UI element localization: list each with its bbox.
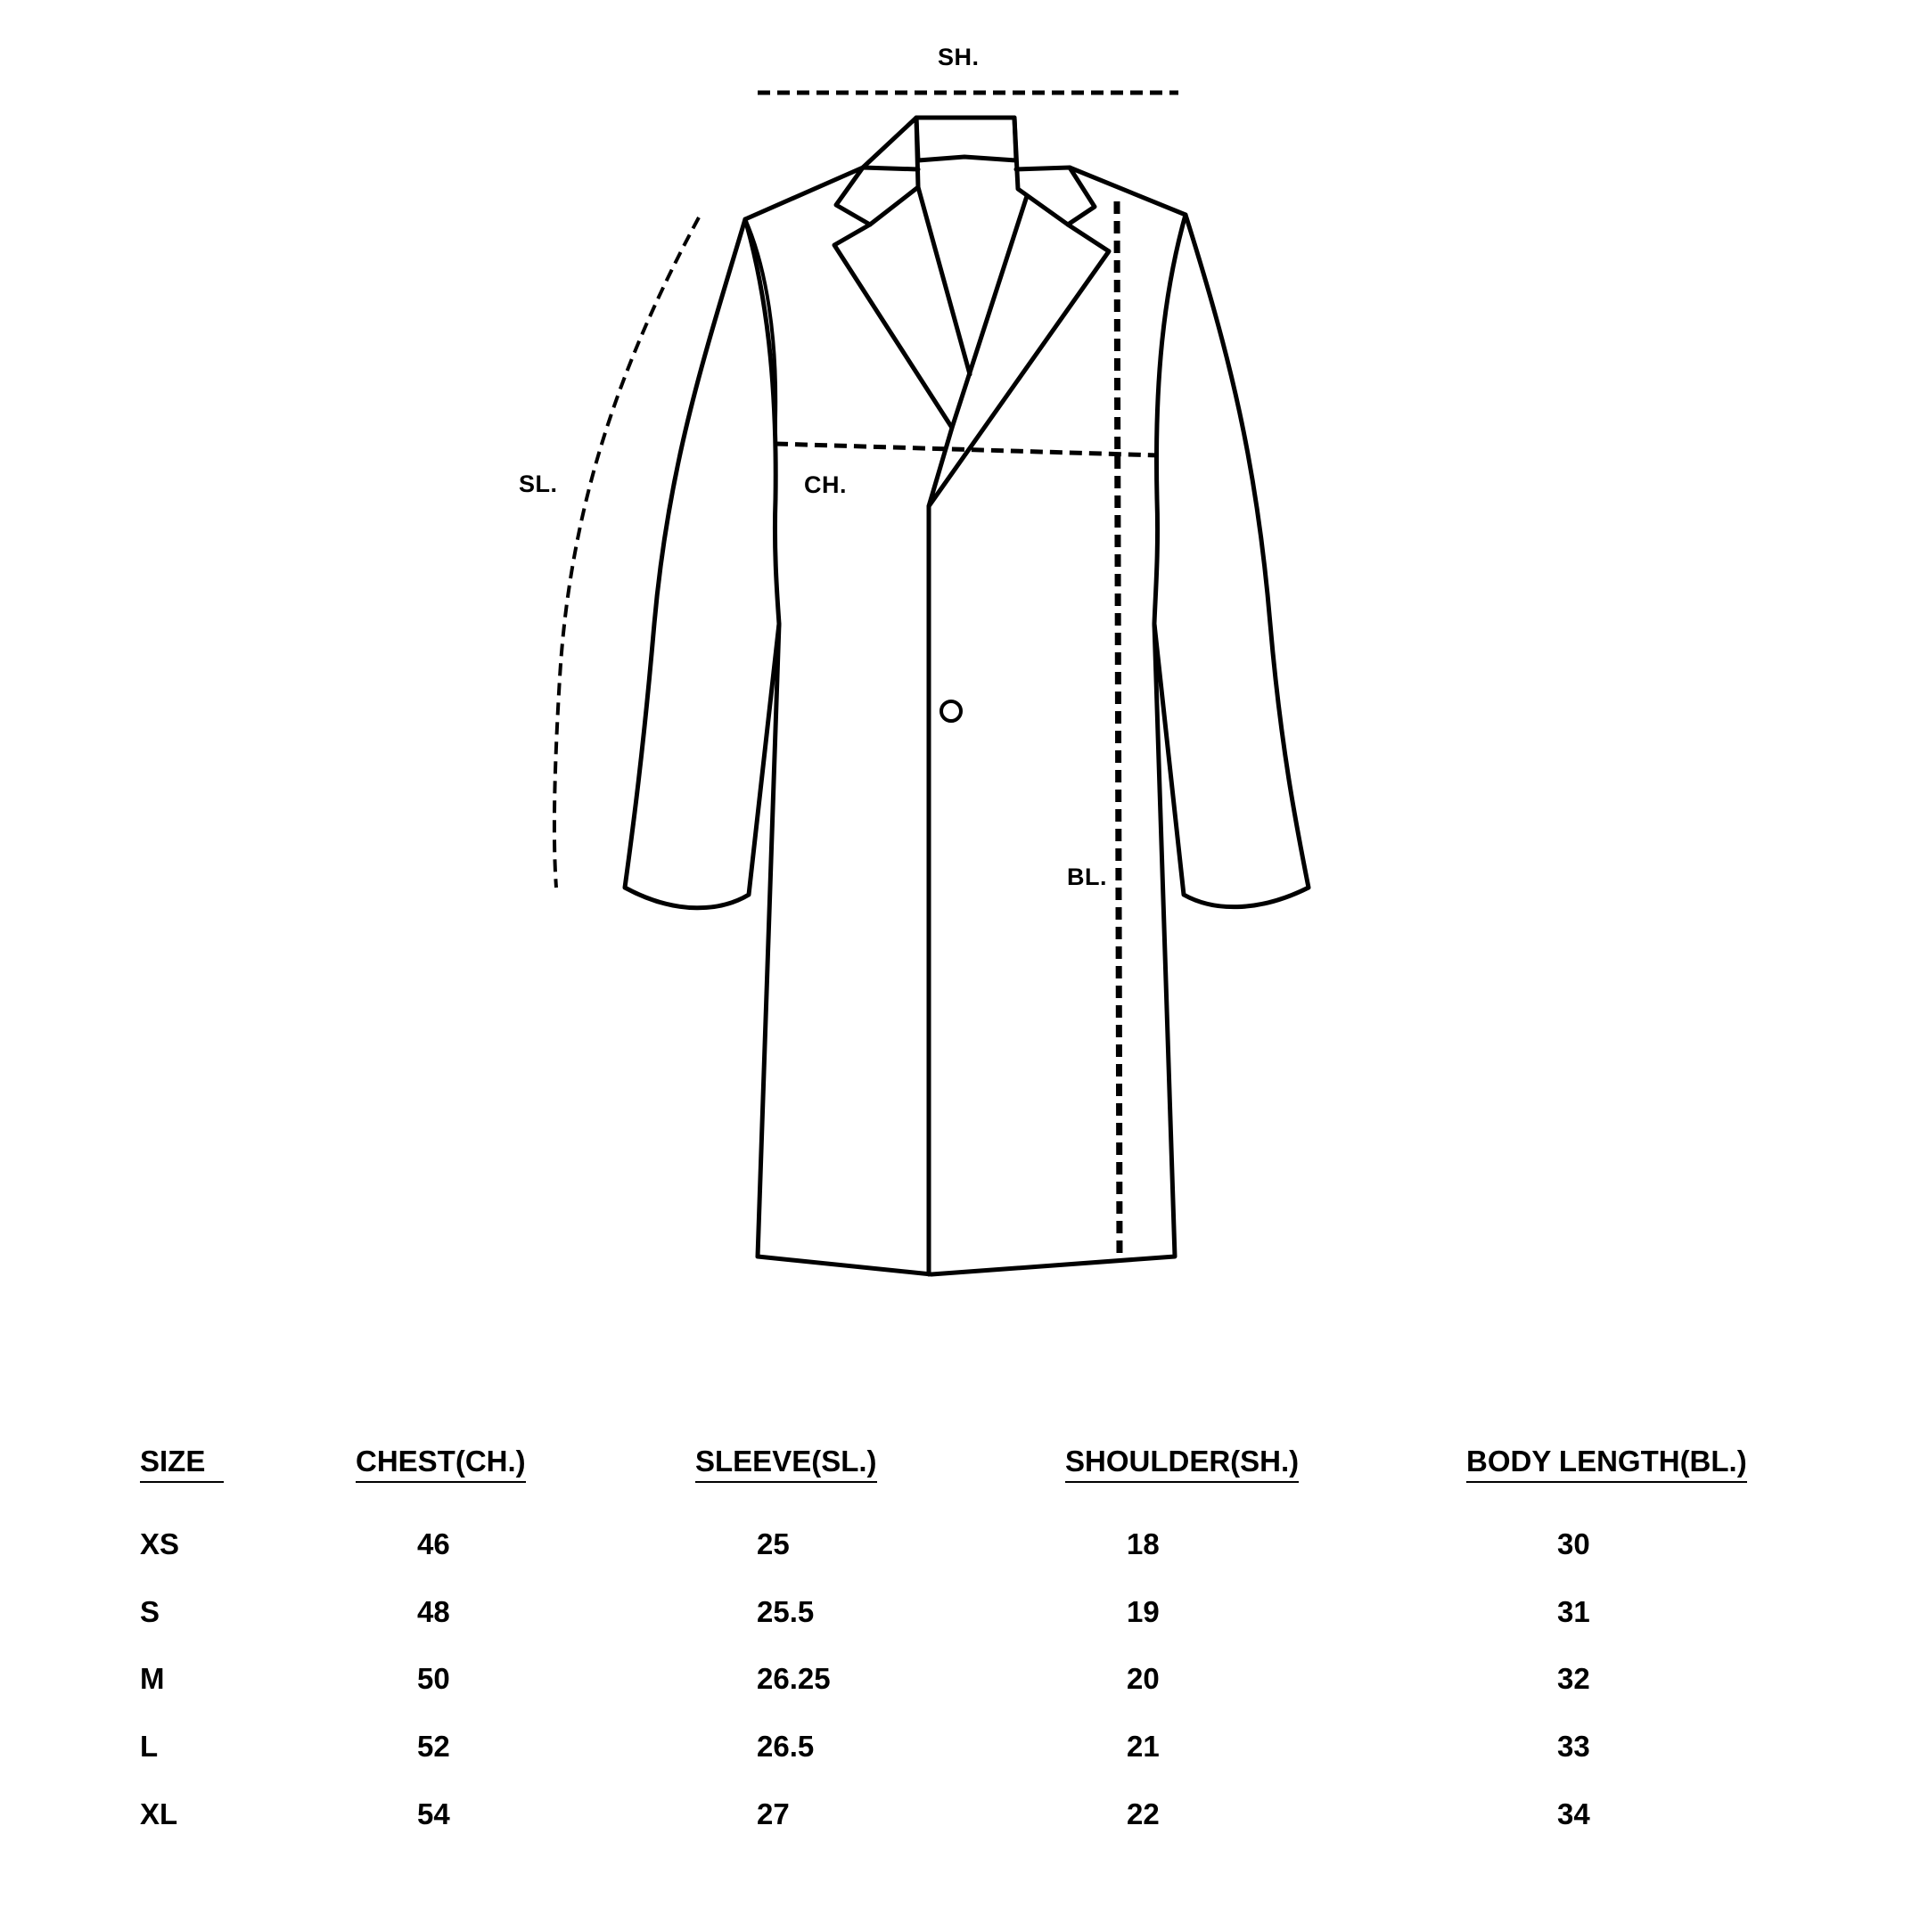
shoulder-label: SH. [938, 44, 980, 70]
right-lapel [926, 193, 1112, 509]
header-size: SIZE [140, 1444, 224, 1483]
table-cell-body-length: 30 [1557, 1527, 1590, 1560]
table-cell-shoulder: 19 [1127, 1595, 1160, 1628]
table-cell-sleeve: 25 [757, 1527, 790, 1560]
body-length-measure-line [1113, 201, 1123, 1257]
chest-label: CH. [804, 471, 847, 498]
left-lapel [832, 184, 972, 430]
header-sleeve: SLEEVE(SL.) [695, 1444, 877, 1483]
coat-diagram [552, 90, 1311, 1277]
body-length-label: BL. [1067, 864, 1107, 890]
table-cell-shoulder: 21 [1127, 1730, 1160, 1763]
table-cell-body-length: 34 [1557, 1797, 1590, 1830]
table-cell-body-length: 33 [1557, 1730, 1590, 1763]
left-sleeve-inner [743, 217, 778, 572]
table-cell-size: M [140, 1662, 165, 1695]
sleeve-column: SLEEVE(SL.) [695, 1444, 877, 1483]
table-cell-sleeve: 26.25 [757, 1662, 831, 1695]
table-cell-sleeve: 27 [757, 1797, 790, 1830]
table-cell-sleeve: 25.5 [757, 1595, 815, 1628]
left-sleeve [622, 217, 782, 911]
left-collar [833, 115, 921, 227]
table-cell-chest: 50 [417, 1662, 450, 1695]
header-shoulder: SHOULDER(SH.) [1065, 1444, 1300, 1483]
table-cell-chest: 48 [417, 1595, 450, 1628]
body-length-column: BODY LENGTH(BL.) [1466, 1444, 1747, 1483]
table-cell-sleeve: 26.5 [757, 1730, 815, 1763]
header-chest: CHEST(CH.) [356, 1444, 526, 1483]
chest-measure-line [775, 441, 1160, 458]
shoulder-column: SHOULDER(SH.) [1065, 1444, 1300, 1483]
sleeve-label: SL. [519, 471, 558, 497]
table-cell-size: XL [140, 1797, 178, 1830]
table-cell-shoulder: 22 [1127, 1797, 1160, 1830]
table-cell-chest: 52 [417, 1730, 450, 1763]
header-body-length: BODY LENGTH(BL.) [1466, 1444, 1747, 1483]
sleeve-measure-line [552, 217, 701, 888]
table-cell-shoulder: 18 [1127, 1527, 1160, 1560]
size-column: SIZE [140, 1444, 224, 1483]
button-icon [939, 700, 963, 723]
table-cell-chest: 54 [417, 1797, 450, 1830]
chest-column: CHEST(CH.) [356, 1444, 526, 1483]
table-cell-shoulder: 20 [1127, 1662, 1160, 1695]
table-cell-body-length: 31 [1557, 1595, 1590, 1628]
coat-body-right-outline [929, 165, 1188, 1277]
right-sleeve [1152, 212, 1311, 910]
collar-back [914, 115, 1019, 163]
table-cell-size: L [140, 1730, 159, 1763]
table-cell-size: S [140, 1595, 160, 1628]
table-cell-chest: 46 [417, 1527, 450, 1560]
table-cell-body-length: 32 [1557, 1662, 1590, 1695]
table-cell-size: XS [140, 1527, 180, 1560]
